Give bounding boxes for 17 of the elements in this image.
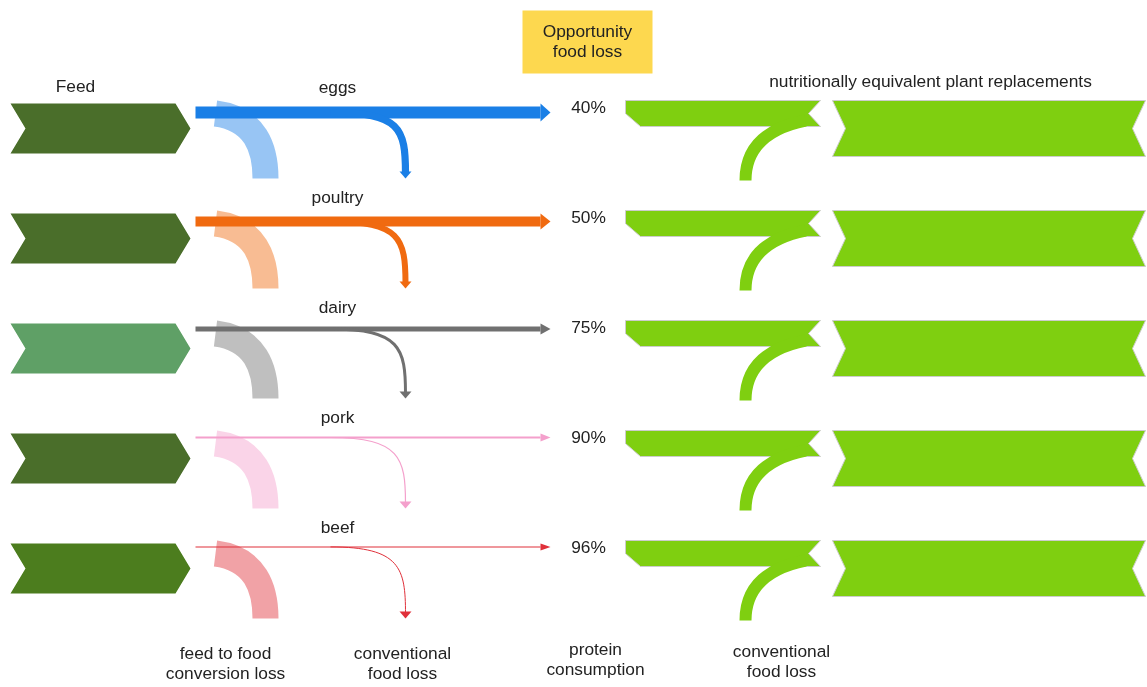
text: conventional food loss xyxy=(732,640,831,681)
data-label: 90% xyxy=(571,426,606,447)
category-label: eggs xyxy=(318,76,357,97)
category-label: dairy xyxy=(318,296,357,317)
category-label: pork xyxy=(320,406,355,427)
data-label: 96% xyxy=(571,536,606,557)
category-label: poultry xyxy=(311,186,364,207)
data-label: 40% xyxy=(571,96,606,117)
data-label: 50% xyxy=(571,206,606,227)
text: Opportunity food loss xyxy=(542,20,633,61)
text: conventional food loss xyxy=(353,642,452,683)
text: protein consumption xyxy=(546,638,645,679)
text: Feed xyxy=(55,75,96,96)
text: feed to food conversion loss xyxy=(165,642,286,683)
text: nutritionally equivalent plant replacements xyxy=(769,70,1093,91)
data-label: 75% xyxy=(571,316,606,337)
category-label: beef xyxy=(320,516,355,537)
